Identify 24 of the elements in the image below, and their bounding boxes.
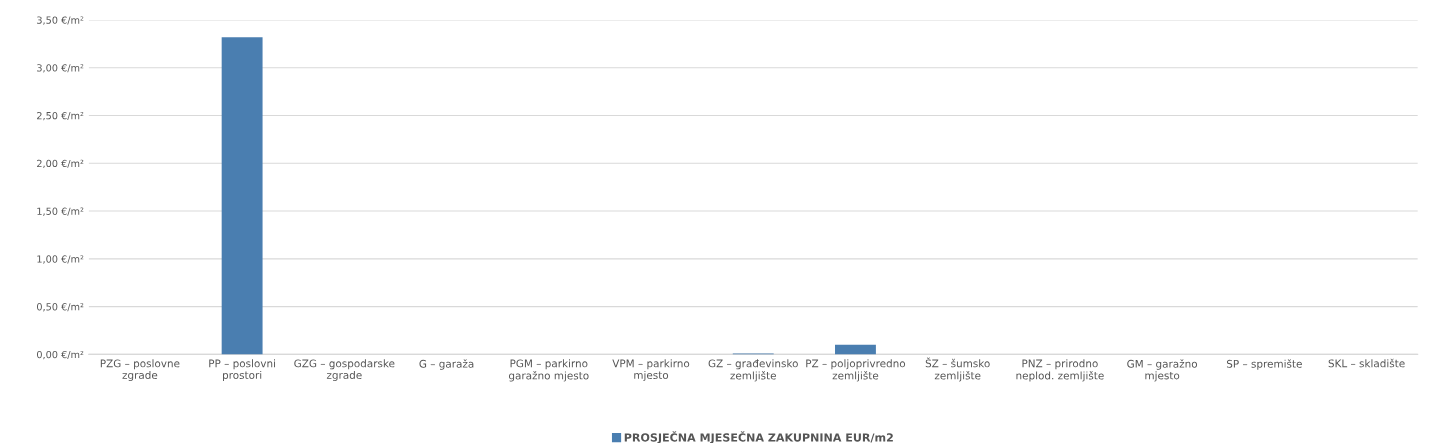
x-tick-label: SP – spremište bbox=[1226, 359, 1302, 370]
x-tick-label: GZG – gospodarske zgrade bbox=[294, 359, 395, 382]
x-tick-label: ŠZ – šumsko zemljište bbox=[925, 357, 990, 382]
y-tick-label: 3,00 €/m² bbox=[37, 64, 84, 73]
y-tick-label: 1,50 €/m² bbox=[37, 207, 84, 216]
y-tick-label: 3,50 €/m² bbox=[37, 16, 84, 25]
legend-label: PROSJEČNA MJESEČNA ZAKUPNINA EUR/m2 bbox=[624, 431, 893, 443]
y-tick-label: 2,00 €/m² bbox=[37, 159, 84, 169]
x-tick-label: GM – garažno mjesto bbox=[1127, 359, 1198, 382]
y-tick-label: 0,50 €/m² bbox=[37, 303, 84, 312]
bar bbox=[221, 37, 263, 355]
x-tick-label: PGM – parkirno garažno mjesto bbox=[508, 359, 589, 382]
y-tick-label: 1,00 €/m² bbox=[37, 255, 84, 264]
y-tick-label: 2,50 €/m² bbox=[37, 111, 84, 121]
y-tick-label: 0,00 €/m² bbox=[37, 350, 84, 360]
x-tick-label: PZG – poslovne zgrade bbox=[100, 359, 180, 382]
x-tick-label: PNZ – prirodno neplod. zemljište bbox=[1016, 359, 1104, 382]
x-tick-label: VPM – parkirno mjesto bbox=[612, 359, 690, 382]
x-tick-label: SKL – skladište bbox=[1328, 358, 1405, 368]
x-tick-label: PP – poslovni prostori bbox=[209, 359, 276, 382]
x-tick-label: PZ – poljoprivredno zemljište bbox=[806, 359, 906, 382]
bar bbox=[835, 344, 876, 355]
x-tick-label: G – garaža bbox=[419, 359, 474, 370]
x-tick-label: GZ – građevinsko zemljište bbox=[708, 359, 798, 382]
